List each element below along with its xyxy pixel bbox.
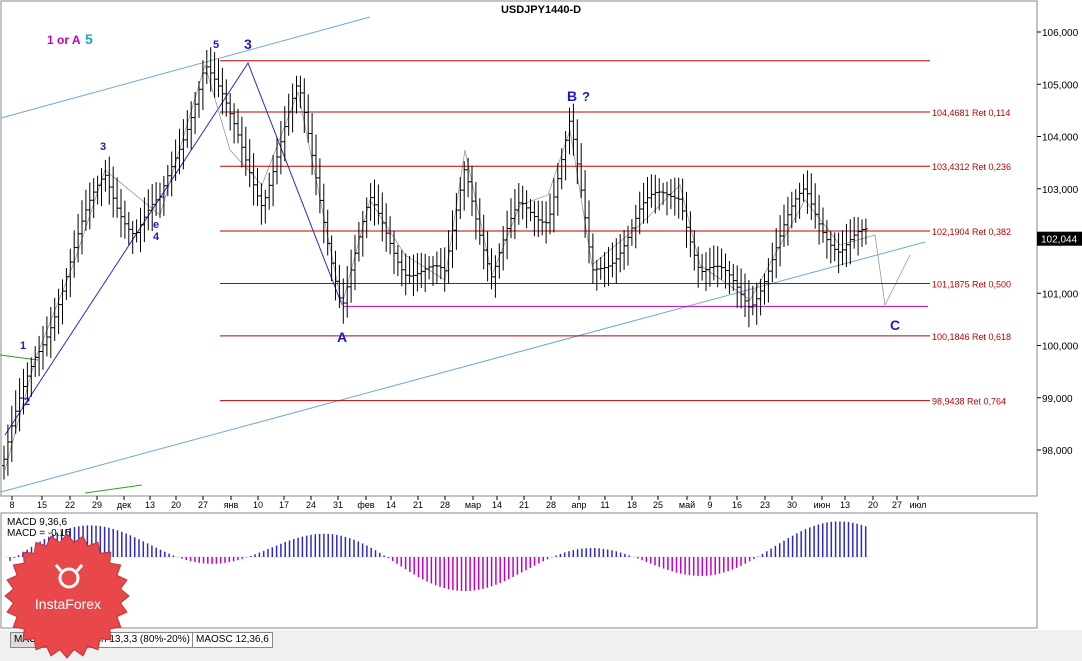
x-tick-label: дек: [117, 500, 131, 510]
x-tick-label: янв: [224, 500, 239, 510]
y-tick-label: 106,000: [1042, 28, 1079, 39]
x-tick-label: май: [679, 500, 695, 510]
x-tick-label: 15: [37, 500, 47, 510]
x-tick-label: 24: [306, 500, 316, 510]
wave-label: 5: [213, 39, 219, 51]
x-tick-label: 30: [787, 500, 797, 510]
x-tick-label: 23: [760, 500, 770, 510]
x-tick-label: 21: [519, 500, 529, 510]
wave-label: 1: [20, 340, 26, 352]
wave-label: 5: [85, 31, 93, 47]
x-tick-label: 21: [413, 500, 423, 510]
x-tick-label: 9: [707, 500, 712, 510]
x-tick-label: 28: [546, 500, 556, 510]
x-tick-label: 31: [333, 500, 343, 510]
wave-label: B: [567, 88, 577, 104]
x-tick-label: 29: [92, 500, 102, 510]
current-price-label: 102,044: [1041, 235, 1078, 246]
x-tick-label: 27: [892, 500, 902, 510]
wave-label: 3: [244, 36, 252, 52]
retracement-label: 102,1904 Ret 0,382: [932, 227, 1011, 237]
x-tick-label: 14: [492, 500, 502, 510]
x-tick-label: 10: [253, 500, 263, 510]
bull-icon: [58, 567, 80, 589]
wave-path-gray: [4, 63, 911, 471]
x-tick-label: 8: [9, 500, 14, 510]
y-tick-label: 105,000: [1042, 80, 1079, 91]
x-tick-label: 16: [732, 500, 742, 510]
x-tick-label: апр: [572, 500, 587, 510]
x-tick-label: фев: [357, 500, 374, 510]
instaforex-logo: InstaForex: [4, 533, 130, 659]
retracement-label: 103,4312 Ret 0,236: [932, 162, 1011, 172]
x-tick-label: 13: [840, 500, 850, 510]
y-tick-label: 100,000: [1042, 342, 1079, 353]
y-tick-label: 99,000: [1042, 394, 1073, 405]
indicator-tabs: MACD 9,36,6 Stoch 13,3,3 (80%-20%) MAOSC…: [0, 630, 1082, 661]
x-tick-label: 28: [440, 500, 450, 510]
current-price-box: [1037, 231, 1082, 246]
wave-label: e: [153, 219, 159, 231]
x-tick-label: мар: [465, 500, 481, 510]
logo-text: InstaForex: [35, 596, 101, 612]
x-tick-label: июн: [814, 500, 831, 510]
wave-label: C: [890, 317, 900, 333]
wave-label: 3: [100, 141, 106, 153]
x-tick-label: 20: [171, 500, 181, 510]
wave-label: 1 or A: [47, 33, 81, 47]
retracement-label: 104,4681 Ret 0,114: [932, 108, 1010, 118]
x-tick-label: 17: [279, 500, 289, 510]
y-tick-label: 104,000: [1042, 133, 1079, 144]
chart-title: USDJPY1440-D: [501, 4, 581, 16]
retracement-label: 98,9438 Ret 0,764: [932, 397, 1006, 407]
green-line: [84, 484, 143, 494]
y-tick-label: 101,000: [1042, 289, 1079, 300]
x-tick-label: 13: [145, 500, 155, 510]
wave-path-blue: [4, 61, 343, 436]
x-tick-label: 11: [600, 500, 609, 510]
x-tick-label: 27: [198, 500, 208, 510]
retracement-label: 100,1846 Ret 0,618: [932, 332, 1011, 342]
x-tick-label: 20: [868, 500, 878, 510]
x-tick-label: 14: [386, 500, 396, 510]
y-tick-label: 98,000: [1042, 446, 1073, 457]
x-tick-label: июл: [910, 500, 927, 510]
wave-label: 2: [24, 396, 30, 408]
macd-label: MACD 9,36,6: [7, 517, 67, 528]
wave-label: ?: [582, 89, 590, 104]
tab-maosc[interactable]: MAOSC 12,36,6: [192, 632, 273, 648]
x-tick-label: 25: [653, 500, 663, 510]
channel-upper-line: [0, 16, 371, 119]
x-tick-label: 22: [65, 500, 75, 510]
y-tick-label: 103,000: [1042, 185, 1079, 196]
macd-value: MACD = -0.15: [7, 528, 71, 539]
wave-label: 4: [153, 231, 160, 243]
x-tick-label: 18: [627, 500, 637, 510]
wave-label: A: [337, 329, 347, 345]
retracement-label: 101,1875 Ret 0,500: [932, 279, 1011, 289]
